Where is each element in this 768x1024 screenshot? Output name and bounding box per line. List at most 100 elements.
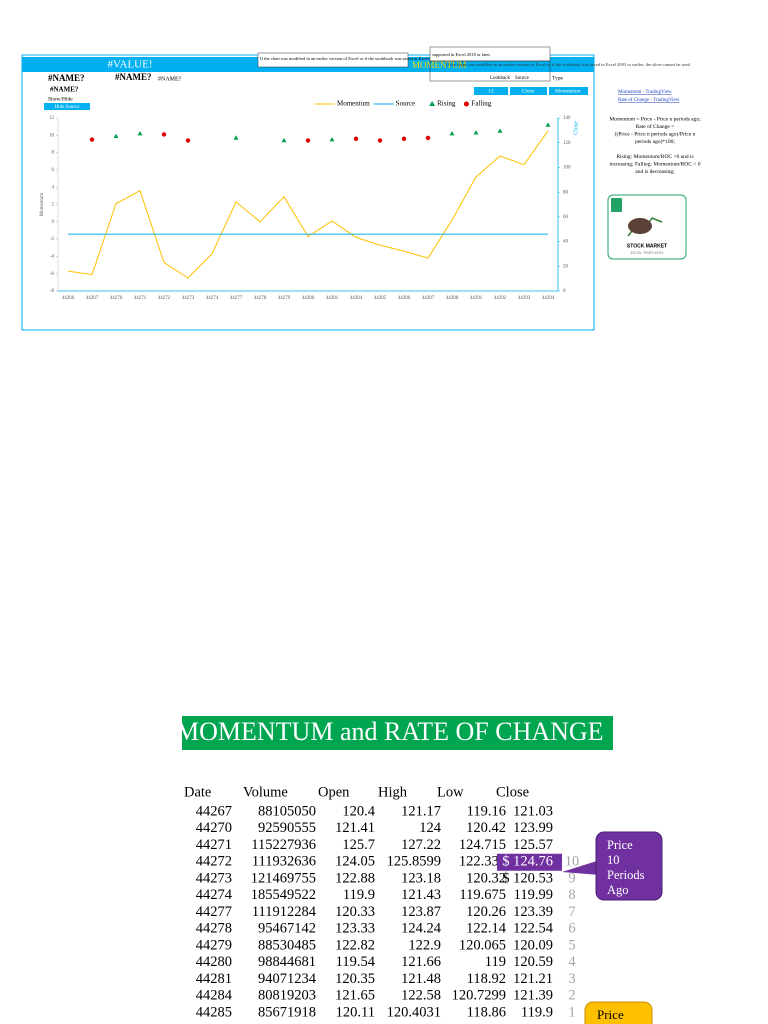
table-cell: 44273 — [196, 870, 232, 886]
table-cell: 121.03 — [513, 803, 553, 819]
rising-marker — [497, 128, 503, 133]
table-cell: 121.66 — [401, 954, 441, 970]
banner-bg — [182, 716, 613, 750]
table-cell: 121.65 — [335, 988, 375, 1004]
y-tick-label: -2 — [50, 237, 55, 242]
button[interactable] — [44, 103, 90, 110]
falling-marker — [185, 138, 191, 143]
table-cell: 44278 — [196, 921, 232, 937]
dropdown-value[interactable]: Momentum — [555, 88, 581, 94]
table-cell: 44284 — [196, 988, 233, 1004]
chart: -8-6-4-2024681012020406080100120140Momen… — [40, 100, 579, 302]
table-cell: 111932636 — [252, 854, 316, 870]
table-cell: 118.92 — [467, 971, 506, 987]
table-cell: 44270 — [196, 820, 232, 836]
definition-line: ((Price - Price n periods ago)/Price n — [615, 130, 696, 137]
x-tick-label: 44291 — [470, 296, 483, 301]
x-tick-label: 44270 — [110, 296, 123, 301]
table-cell: $ 120.53 — [502, 870, 553, 886]
table-cell: 88530485 — [258, 937, 316, 953]
dropdown-value[interactable]: 12 — [488, 88, 494, 94]
rising-marker — [113, 133, 119, 138]
x-tick-label: 44266 — [62, 296, 75, 301]
callout-text: Price 10 Periods Ago — [607, 838, 645, 897]
period-count: 9 — [568, 870, 575, 886]
callout-text: Price — [597, 1007, 624, 1022]
definition-line: periods ago)*100; — [635, 138, 675, 145]
y2-tick-label: 0 — [563, 289, 566, 294]
x-tick-label: 44267 — [86, 296, 99, 301]
table-cell: 121.48 — [401, 971, 441, 987]
data-table: Date Volume Open High Low Close 44267 88105050 1… — [184, 784, 579, 1020]
column-header: Close — [496, 784, 529, 800]
period-count: 1 — [568, 1004, 575, 1020]
highlight-cell — [497, 853, 562, 871]
definition-line: increasing; Falling: Momentum/ROC < 0 — [609, 161, 700, 167]
y-tick-label: 10 — [49, 133, 55, 138]
link[interactable]: Rate of Change - TradingView — [618, 98, 680, 103]
dropdown-value[interactable]: Close — [522, 88, 535, 94]
table-cell: $ 124.76 — [502, 854, 553, 870]
table-cell: 44274 — [196, 887, 233, 903]
y2-tick-label: 20 — [563, 264, 569, 269]
table-cell: 122.58 — [401, 988, 441, 1004]
table-cell: 123.39 — [513, 904, 553, 920]
dropdown[interactable] — [510, 87, 547, 95]
table-cell: 44281 — [196, 971, 232, 987]
logo-title: STOCK MARKET — [627, 243, 667, 249]
label: Lookback — [490, 76, 510, 81]
x-tick-label: 44286 — [398, 296, 411, 301]
table-cell: 111912284 — [252, 904, 317, 920]
table-cell: 44272 — [196, 854, 232, 870]
x-tick-label: 44272 — [158, 296, 171, 301]
table-cell: 124.715 — [459, 837, 506, 853]
table-cell: 120.4 — [342, 803, 375, 819]
y-tick-label: 12 — [49, 116, 55, 121]
x-tick-label: 44293 — [518, 296, 531, 301]
period-count: 5 — [568, 937, 575, 953]
column-header: Volume — [243, 784, 288, 800]
table-cell: 120.11 — [336, 1004, 375, 1020]
note: If the chart was modified in an earlier … — [260, 56, 505, 62]
y-tick-label: 4 — [52, 185, 55, 190]
dropdown[interactable] — [549, 87, 588, 95]
table-cell: 125.8599 — [387, 854, 441, 870]
table-cell: 124.24 — [401, 921, 442, 937]
definition-line: Rate of Change = — [636, 123, 675, 130]
table-cell: 120.7299 — [452, 988, 506, 1004]
table-cell: 80819203 — [258, 988, 316, 1004]
x-tick-label: 44292 — [494, 296, 507, 301]
table-cell: 119.16 — [467, 803, 506, 819]
y2-tick-label: 80 — [563, 190, 569, 195]
table-cell: 127.22 — [401, 837, 441, 853]
rising-marker — [473, 130, 479, 135]
legend-swatch — [429, 101, 436, 106]
note: supported in Excel 2010 or later. — [432, 52, 491, 57]
dropdown[interactable] — [474, 87, 508, 95]
table-cell: 44267 — [196, 803, 232, 819]
label: Type — [552, 75, 563, 81]
chart-title: #VALUE! — [107, 59, 152, 71]
column-header: High — [378, 784, 408, 800]
falling-marker — [305, 138, 311, 143]
y-tick-label: -6 — [50, 272, 55, 277]
table-cell: 122.54 — [513, 921, 554, 937]
y-tick-label: -4 — [50, 255, 55, 260]
x-tick-label: 44288 — [446, 296, 459, 301]
table-cell: 120.32 — [466, 870, 506, 886]
x-tick-label: 44280 — [302, 296, 315, 301]
table-cell: 124 — [419, 820, 442, 836]
table-cell: 123.18 — [401, 870, 441, 886]
link[interactable]: Momentum - TradingView — [618, 90, 672, 95]
period-count: 4 — [568, 954, 576, 970]
button-label[interactable]: Hide Source — [55, 105, 81, 110]
sheet-title: MOMENTUM and RATE OF CHANGE — [176, 717, 604, 746]
period-count: 8 — [568, 887, 575, 903]
table-cell: 120.35 — [335, 971, 375, 987]
period-count: 3 — [568, 971, 575, 987]
table-cell: 44280 — [196, 954, 232, 970]
callout-text: Price 10 Periods Ago — [607, 838, 645, 897]
x-tick-label: 44273 — [182, 296, 195, 301]
falling-marker — [89, 137, 95, 142]
